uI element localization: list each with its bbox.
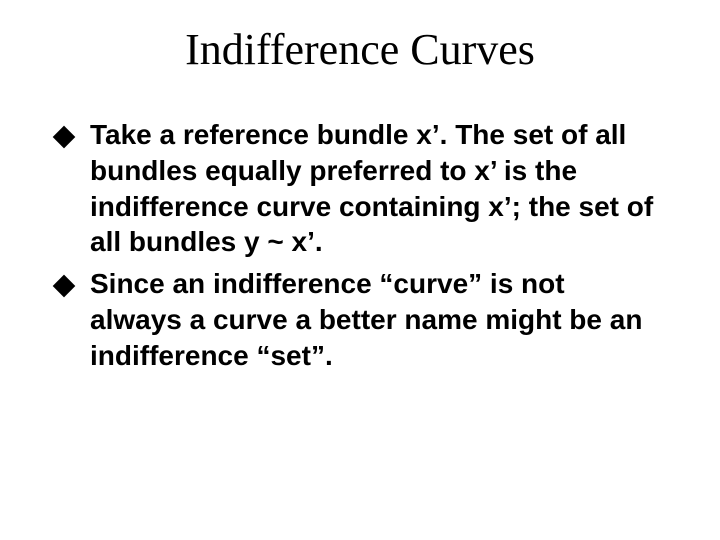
diamond-icon <box>53 125 76 148</box>
diamond-icon <box>53 275 76 298</box>
bullet-item: Take a reference bundle x’. The set of a… <box>56 117 664 260</box>
bullet-text: Take a reference bundle x’. The set of a… <box>90 119 653 257</box>
bullet-item: Since an indifference “curve” is not alw… <box>56 266 664 373</box>
bullet-text: Since an indifference “curve” is not alw… <box>90 268 642 371</box>
slide: Indifference Curves Take a reference bun… <box>0 0 720 540</box>
slide-title: Indifference Curves <box>56 24 664 75</box>
bullet-list: Take a reference bundle x’. The set of a… <box>56 117 664 374</box>
